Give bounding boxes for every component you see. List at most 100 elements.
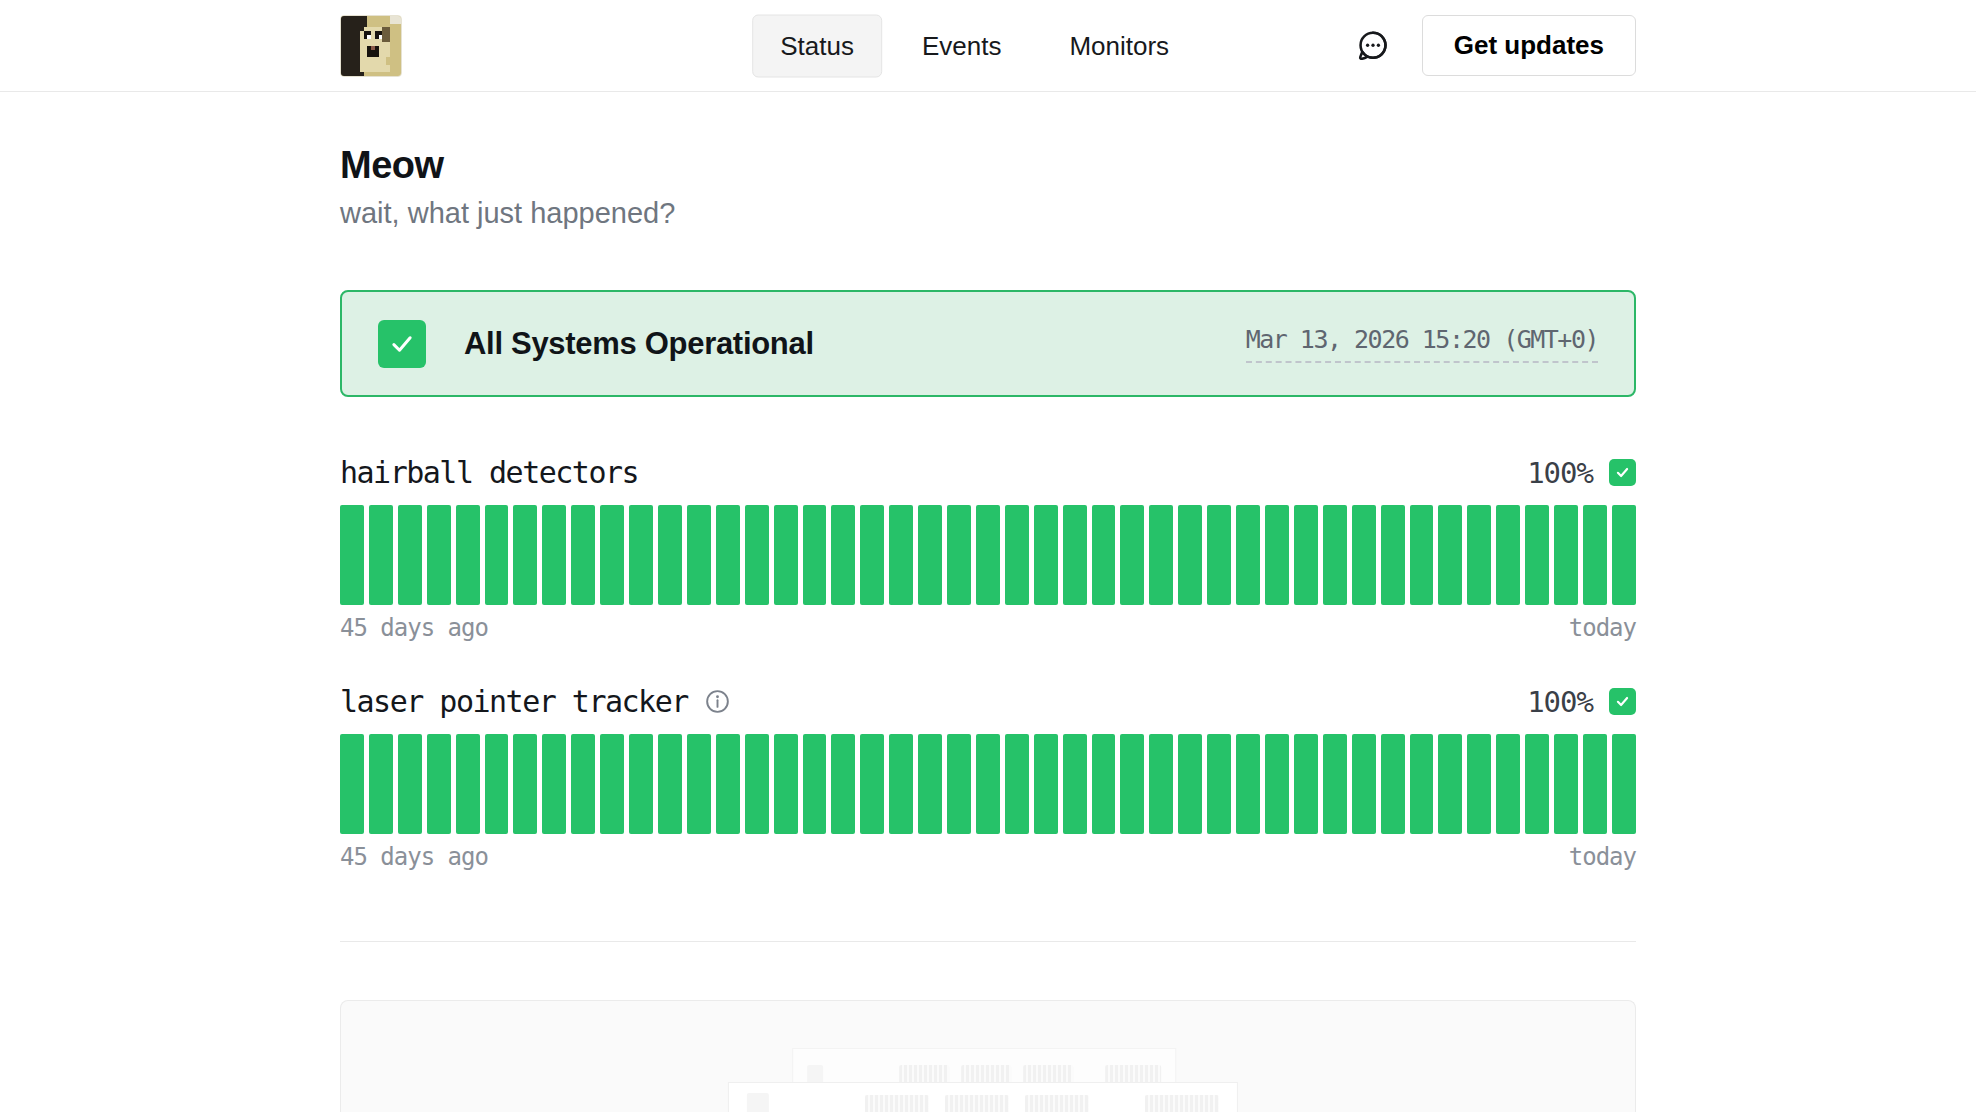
- uptime-day-bar[interactable]: [1178, 734, 1202, 834]
- chat-bubble-button[interactable]: [1354, 27, 1392, 65]
- tab-events[interactable]: Events: [894, 14, 1030, 77]
- uptime-day-bar[interactable]: [860, 505, 884, 605]
- uptime-day-bar[interactable]: [1554, 734, 1578, 834]
- uptime-day-bar[interactable]: [340, 734, 364, 834]
- uptime-day-bar[interactable]: [340, 505, 364, 605]
- uptime-day-bar[interactable]: [1583, 505, 1607, 605]
- uptime-day-bar[interactable]: [1496, 734, 1520, 834]
- uptime-day-bar[interactable]: [1612, 734, 1636, 834]
- uptime-day-bar[interactable]: [629, 734, 653, 834]
- uptime-day-bar[interactable]: [745, 734, 769, 834]
- uptime-day-bar[interactable]: [1438, 734, 1462, 834]
- uptime-day-bar[interactable]: [774, 505, 798, 605]
- uptime-day-bar[interactable]: [542, 734, 566, 834]
- uptime-day-bar[interactable]: [369, 505, 393, 605]
- uptime-day-bar[interactable]: [1410, 734, 1434, 834]
- uptime-day-bar[interactable]: [1063, 734, 1087, 834]
- monitor-laser-pointer-tracker: laser pointer tracker 100% 45 days ago: [340, 684, 1636, 871]
- uptime-day-bar[interactable]: [1294, 734, 1318, 834]
- uptime-day-bar[interactable]: [716, 734, 740, 834]
- site-logo-shocked-cat[interactable]: [340, 15, 402, 77]
- uptime-day-bar[interactable]: [1496, 505, 1520, 605]
- uptime-day-bar[interactable]: [687, 505, 711, 605]
- uptime-day-bar[interactable]: [889, 734, 913, 834]
- uptime-day-bar[interactable]: [1323, 734, 1347, 834]
- uptime-day-bar[interactable]: [1352, 734, 1376, 834]
- uptime-day-bar[interactable]: [918, 734, 942, 834]
- uptime-bar-chart: [340, 734, 1636, 834]
- uptime-day-bar[interactable]: [485, 505, 509, 605]
- uptime-day-bar[interactable]: [456, 505, 480, 605]
- uptime-day-bar[interactable]: [745, 505, 769, 605]
- uptime-day-bar[interactable]: [1323, 505, 1347, 605]
- uptime-day-bar[interactable]: [1612, 505, 1636, 605]
- get-updates-button[interactable]: Get updates: [1422, 15, 1636, 76]
- uptime-day-bar[interactable]: [918, 505, 942, 605]
- uptime-day-bar[interactable]: [947, 505, 971, 605]
- uptime-day-bar[interactable]: [1034, 505, 1058, 605]
- uptime-day-bar[interactable]: [1438, 505, 1462, 605]
- uptime-day-bar[interactable]: [600, 505, 624, 605]
- uptime-day-bar[interactable]: [1352, 505, 1376, 605]
- uptime-day-bar[interactable]: [831, 505, 855, 605]
- uptime-day-bar[interactable]: [1207, 734, 1231, 834]
- uptime-day-bar[interactable]: [1149, 734, 1173, 834]
- tab-status[interactable]: Status: [752, 14, 882, 77]
- uptime-day-bar[interactable]: [1294, 505, 1318, 605]
- uptime-day-bar[interactable]: [1381, 734, 1405, 834]
- uptime-day-bar[interactable]: [976, 505, 1000, 605]
- uptime-day-bar[interactable]: [571, 505, 595, 605]
- uptime-day-bar[interactable]: [687, 734, 711, 834]
- uptime-day-bar[interactable]: [1410, 505, 1434, 605]
- uptime-day-bar[interactable]: [1525, 505, 1549, 605]
- uptime-day-bar[interactable]: [1207, 505, 1231, 605]
- uptime-day-bar[interactable]: [513, 505, 537, 605]
- uptime-day-bar[interactable]: [542, 505, 566, 605]
- uptime-day-bar[interactable]: [1120, 734, 1144, 834]
- uptime-day-bar[interactable]: [803, 505, 827, 605]
- uptime-day-bar[interactable]: [398, 734, 422, 834]
- uptime-day-bar[interactable]: [1525, 734, 1549, 834]
- uptime-day-bar[interactable]: [456, 734, 480, 834]
- uptime-day-bar[interactable]: [1236, 734, 1260, 834]
- uptime-day-bar[interactable]: [976, 734, 1000, 834]
- uptime-day-bar[interactable]: [1092, 505, 1116, 605]
- uptime-day-bar[interactable]: [1092, 734, 1116, 834]
- info-icon[interactable]: [704, 688, 731, 715]
- uptime-day-bar[interactable]: [716, 505, 740, 605]
- uptime-day-bar[interactable]: [889, 505, 913, 605]
- uptime-day-bar[interactable]: [1005, 734, 1029, 834]
- tab-monitors[interactable]: Monitors: [1041, 14, 1197, 77]
- uptime-day-bar[interactable]: [427, 505, 451, 605]
- uptime-day-bar[interactable]: [803, 734, 827, 834]
- uptime-day-bar[interactable]: [369, 734, 393, 834]
- uptime-day-bar[interactable]: [485, 734, 509, 834]
- uptime-day-bar[interactable]: [427, 734, 451, 834]
- uptime-day-bar[interactable]: [600, 734, 624, 834]
- banner-timestamp[interactable]: Mar 13, 2026 15:20 (GMT+0): [1246, 325, 1598, 363]
- uptime-day-bar[interactable]: [658, 505, 682, 605]
- uptime-day-bar[interactable]: [1236, 505, 1260, 605]
- uptime-day-bar[interactable]: [1467, 734, 1491, 834]
- uptime-day-bar[interactable]: [1034, 734, 1058, 834]
- uptime-day-bar[interactable]: [571, 734, 595, 834]
- uptime-day-bar[interactable]: [1149, 505, 1173, 605]
- uptime-day-bar[interactable]: [398, 505, 422, 605]
- uptime-day-bar[interactable]: [774, 734, 798, 834]
- uptime-day-bar[interactable]: [1265, 505, 1289, 605]
- uptime-day-bar[interactable]: [1467, 505, 1491, 605]
- uptime-day-bar[interactable]: [1005, 505, 1029, 605]
- uptime-day-bar[interactable]: [1120, 505, 1144, 605]
- uptime-day-bar[interactable]: [658, 734, 682, 834]
- uptime-day-bar[interactable]: [947, 734, 971, 834]
- uptime-day-bar[interactable]: [1063, 505, 1087, 605]
- uptime-day-bar[interactable]: [860, 734, 884, 834]
- uptime-day-bar[interactable]: [831, 734, 855, 834]
- uptime-day-bar[interactable]: [1178, 505, 1202, 605]
- uptime-day-bar[interactable]: [1381, 505, 1405, 605]
- uptime-day-bar[interactable]: [1583, 734, 1607, 834]
- uptime-day-bar[interactable]: [1554, 505, 1578, 605]
- uptime-day-bar[interactable]: [1265, 734, 1289, 834]
- uptime-day-bar[interactable]: [629, 505, 653, 605]
- uptime-day-bar[interactable]: [513, 734, 537, 834]
